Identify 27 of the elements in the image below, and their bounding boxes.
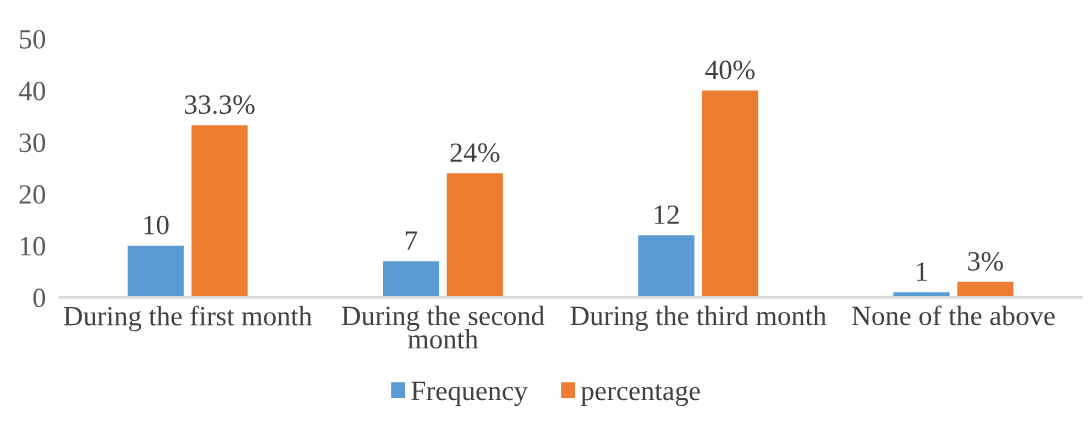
bar [127,245,184,298]
y-tick-label: 30 [19,133,46,153]
data-label: 7 [405,231,418,250]
bar [638,235,695,298]
x-tick-label: During the first month [63,305,312,332]
y-tick-label: 10 [20,236,46,256]
bar [702,90,759,298]
bar [191,125,248,298]
data-label: 3% [968,251,1003,271]
x-tick-label: During the second month [341,305,545,349]
y-tick-label: 40 [18,81,46,101]
data-label: 33.3% [185,95,255,115]
data-label: 40% [705,60,755,80]
bar [446,173,503,298]
data-label: 10 [144,215,169,235]
x-tick-label: None of the above [852,305,1055,326]
y-tick-label: 20 [19,185,46,204]
data-label: 1 [917,262,927,281]
y-tick-label: 50 [20,29,46,49]
legend-label: Frequency [411,381,528,406]
x-tick-label: During the third month [570,305,827,331]
data-label: 12 [654,205,679,224]
bar [957,281,1014,298]
bar [382,261,440,298]
legend-label: percentage [581,384,700,406]
data-label: 24% [450,143,500,163]
y-tick-label: 0 [33,288,46,308]
